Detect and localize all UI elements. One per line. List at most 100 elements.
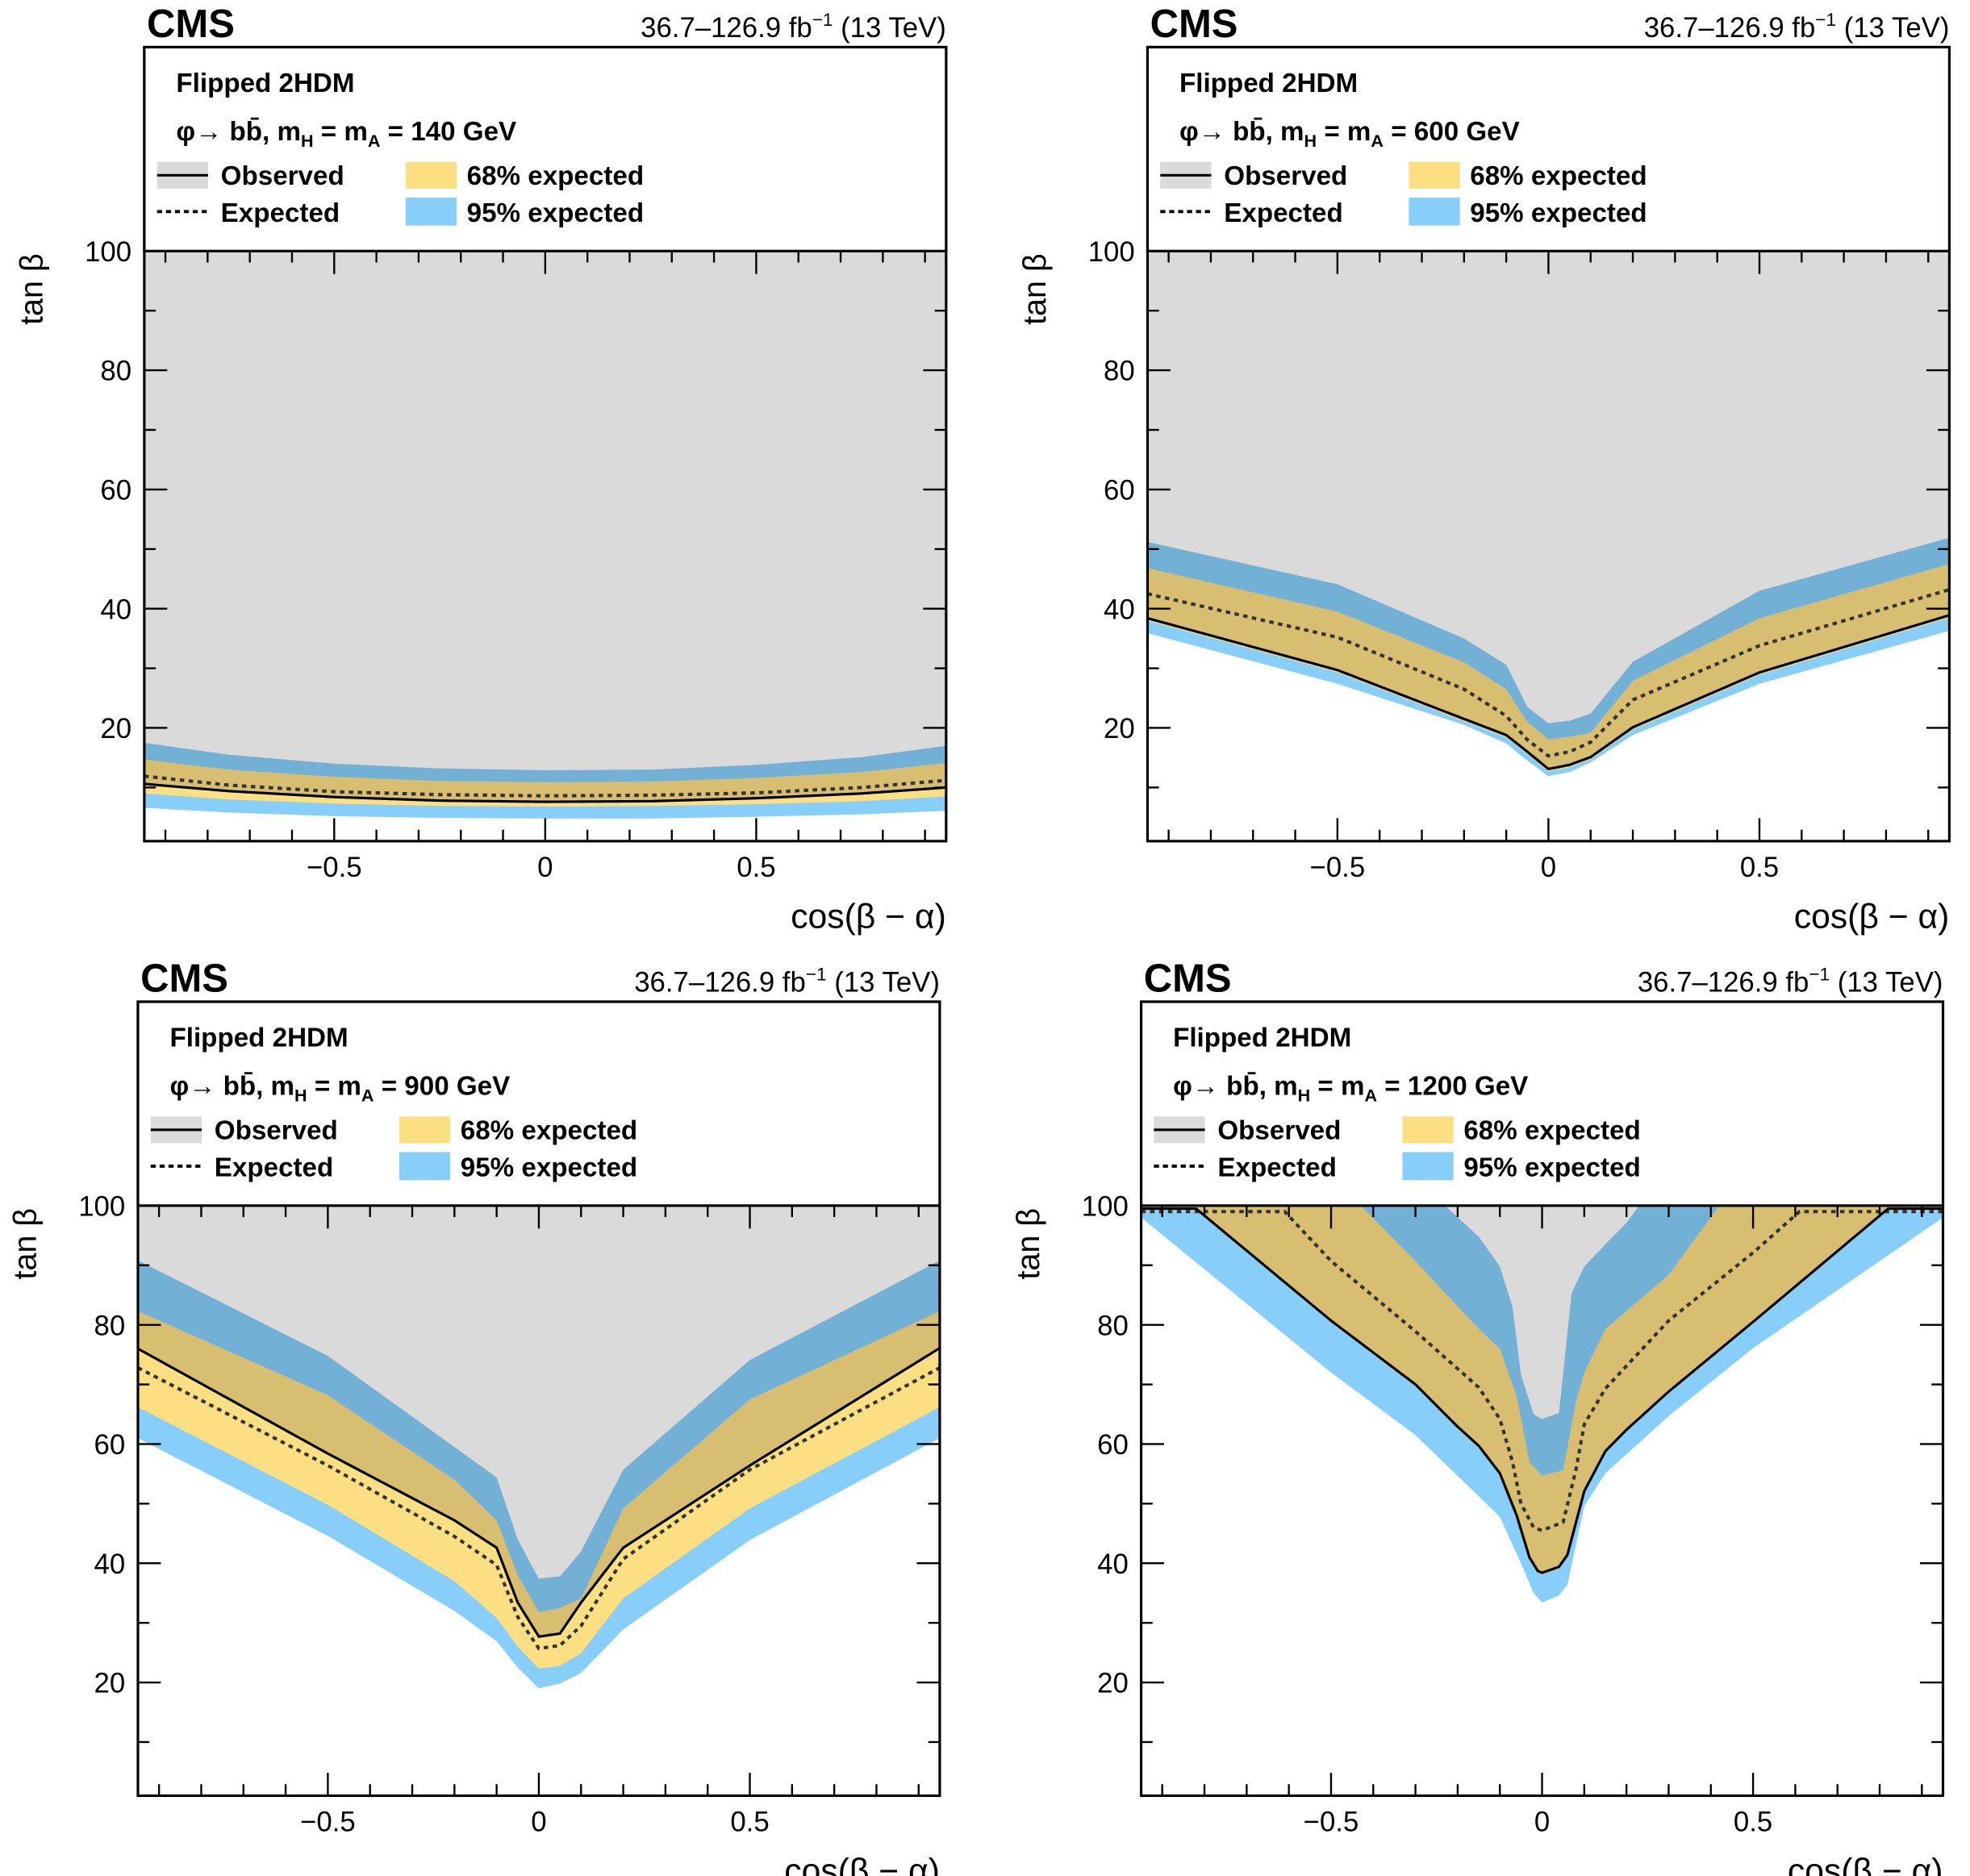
- y-tick-label: 20: [94, 1669, 126, 1699]
- text-span: = m: [307, 1071, 361, 1101]
- chart-panel: −0.5 0 0.5 20 40 60 80 100 cos(β − α) tan β CMS 36.…: [14, 2, 948, 936]
- y-tick-label: 40: [100, 594, 131, 625]
- y-tick-label: 100: [1082, 1191, 1129, 1222]
- y-tick-label: 60: [94, 1430, 126, 1461]
- luminosity-label: 36.7–126.9 fb−1​ (13 TeV): [634, 964, 940, 998]
- legend-label-95: 95% expected: [1463, 1153, 1640, 1182]
- subscript: A: [368, 131, 381, 151]
- model-label: Flipped 2HDM: [176, 69, 354, 98]
- chart-panel: −0.5 0 0.5 20 40 60 80 100 cos(β − α) tan β CMS 36.…: [8, 957, 941, 1876]
- text-span: = 900 GeV: [374, 1071, 511, 1101]
- subscript: H: [294, 1086, 307, 1106]
- text-span: 36.7–126.9 fb: [641, 13, 812, 44]
- x-tick-label: 0.5: [1734, 1807, 1772, 1838]
- legend-label-expected: Expected: [221, 198, 340, 228]
- process-label: φ→ bb̄, mH​ = mA​ = 600 GeV: [1179, 117, 1520, 151]
- x-tick-label: −0.5: [300, 1807, 356, 1838]
- y-tick-label: 20: [1097, 1669, 1129, 1699]
- text-span: φ→ bb̄, m: [176, 117, 301, 147]
- text-span: 36.7–126.9 fb: [634, 967, 806, 998]
- y-tick-label: 60: [100, 476, 131, 507]
- legend-label-observed: Observed: [1224, 161, 1347, 191]
- x-tick-label: 0.5: [737, 853, 775, 883]
- legend-label-95: 95% expected: [467, 198, 644, 228]
- observed-excluded-region: [137, 1205, 940, 1637]
- y-tick-label: 100: [78, 1191, 125, 1222]
- observed-limit-line: [1141, 1207, 1943, 1574]
- legend-label-expected: Expected: [1224, 198, 1343, 228]
- legend-label-68: 68% expected: [461, 1116, 637, 1146]
- legend-swatch-68: [1402, 1116, 1454, 1144]
- legend-label-95: 95% expected: [1470, 198, 1647, 228]
- text-span: φ→ bb̄, m: [169, 1071, 294, 1101]
- superscript: −1: [1815, 10, 1836, 30]
- x-axis-label: cos(β − α): [1794, 897, 1950, 936]
- y-tick-label: 40: [1104, 594, 1135, 625]
- observed-excluded-region: [1141, 1205, 1943, 1574]
- text-span: φ→ bb̄, m: [1179, 117, 1304, 147]
- legend-swatch-95: [405, 197, 457, 226]
- text-span: = m: [1310, 1071, 1364, 1101]
- superscript: −1: [812, 10, 833, 30]
- legend-box: [1146, 45, 1951, 252]
- legend-label-95: 95% expected: [461, 1153, 637, 1182]
- legend-label-68: 68% expected: [1470, 161, 1647, 191]
- superscript: −1: [806, 964, 827, 984]
- y-tick-label: 100: [1088, 237, 1135, 268]
- legend-box: [136, 1000, 941, 1207]
- y-tick-label: 20: [100, 714, 131, 744]
- experiment-label: CMS: [147, 2, 235, 46]
- subscript: H: [301, 131, 314, 151]
- experiment-label: CMS: [1150, 2, 1238, 46]
- y-tick-label: 80: [1097, 1311, 1129, 1341]
- model-label: Flipped 2HDM: [1179, 69, 1358, 98]
- text-span: = 140 GeV: [380, 117, 516, 147]
- y-tick-label: 80: [1104, 356, 1135, 387]
- text-span: = m: [1317, 117, 1371, 147]
- process-label: φ→ bb̄, mH​ = mA​ = 140 GeV: [176, 117, 516, 151]
- plot-area: [1141, 1205, 1943, 1603]
- plot-area: [137, 1205, 940, 1689]
- chart-panel: −0.5 0 0.5 20 40 60 80 100 cos(β − α) tan β CMS 36.…: [1011, 957, 1945, 1876]
- model-label: Flipped 2HDM: [1173, 1023, 1351, 1053]
- observed-limit-line: [137, 1347, 940, 1638]
- legend-swatch-95: [1402, 1152, 1454, 1181]
- process-label: φ→ bb̄, mH​ = mA​ = 1200 GeV: [1173, 1071, 1528, 1105]
- plot-area: [1147, 251, 1950, 777]
- y-axis-label: tan β: [14, 253, 49, 325]
- x-tick-label: −0.5: [1304, 1807, 1359, 1838]
- expected-limit-line: [1147, 588, 1950, 758]
- legend-label-observed: Observed: [221, 161, 344, 191]
- observed-excluded-region: [1147, 251, 1950, 769]
- y-tick-label: 60: [1104, 476, 1135, 507]
- y-tick-label: 20: [1104, 714, 1135, 744]
- subscript: A: [1365, 1086, 1378, 1106]
- legend-swatch-68: [399, 1116, 451, 1144]
- legend-box: [1139, 1000, 1945, 1207]
- plot-area: [144, 251, 946, 819]
- process-label: φ→ bb̄, mH​ = mA​ = 900 GeV: [169, 1071, 510, 1105]
- text-span: 36.7–126.9 fb: [1638, 967, 1809, 998]
- y-tick-label: 60: [1097, 1430, 1129, 1461]
- expected-limit-line: [144, 774, 946, 798]
- experiment-label: CMS: [140, 957, 228, 1000]
- x-tick-label: 0: [531, 1807, 546, 1838]
- legend-label-68: 68% expected: [1463, 1116, 1640, 1146]
- legend-swatch-95: [399, 1152, 451, 1181]
- model-label: Flipped 2HDM: [169, 1023, 348, 1053]
- text-span: = 600 GeV: [1384, 117, 1520, 147]
- legend-box: [143, 45, 948, 252]
- x-axis-label: cos(β − α): [784, 1852, 940, 1876]
- text-span: (13 TeV): [827, 967, 940, 998]
- observed-limit-line: [1147, 614, 1950, 771]
- chart-panel: −0.5 0 0.5 20 40 60 80 100 cos(β − α) tan β CMS 36.…: [1017, 2, 1951, 936]
- y-tick-label: 40: [94, 1549, 126, 1580]
- observed-limit-line: [144, 782, 946, 803]
- luminosity-label: 36.7–126.9 fb−1​ (13 TeV): [1644, 10, 1950, 44]
- x-tick-label: 0.5: [1740, 853, 1779, 883]
- y-tick-label: 80: [100, 356, 131, 387]
- legend-swatch-68: [405, 161, 457, 189]
- subscript: A: [361, 1086, 374, 1106]
- legend-label-observed: Observed: [215, 1116, 338, 1146]
